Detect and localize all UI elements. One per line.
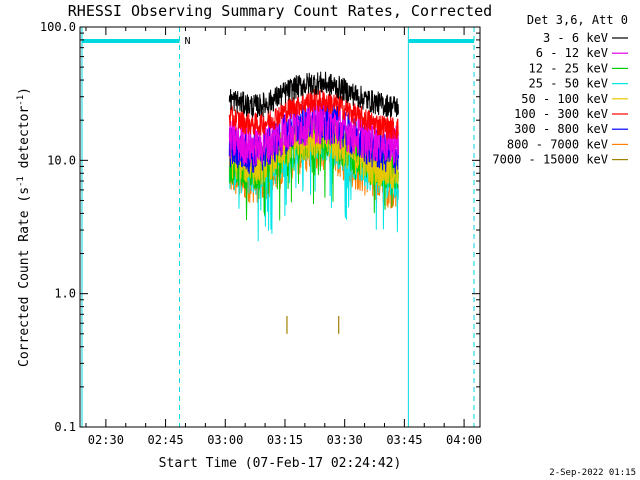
y-axis: 0.1 1.0 10.0 100.0 <box>40 20 480 434</box>
y-axis-label-sup2: -1 <box>16 95 26 106</box>
legend-label: 25 - 50 keV <box>529 77 608 91</box>
legend-label: 7000 - 15000 keV <box>492 153 608 167</box>
series-line <box>228 102 399 166</box>
plot-frame <box>79 26 481 428</box>
markers-layer: N <box>81 27 475 427</box>
x-tick-label: 04:00 <box>446 433 482 447</box>
legend-label: 50 - 100 keV <box>521 92 608 106</box>
x-tick-label: 02:30 <box>88 433 124 447</box>
x-tick-label: 02:45 <box>148 433 184 447</box>
y-axis-label-part1: Corrected Count Rate (s <box>17 187 32 367</box>
footer-date: 2-Sep-2022 01:15 <box>549 468 636 478</box>
saa-label: N <box>185 36 191 47</box>
legend-label: 6 - 12 keV <box>536 46 608 60</box>
x-tick-label: 03:00 <box>207 433 243 447</box>
y-tick-label: 0.1 <box>54 420 76 434</box>
saa-bar <box>81 39 180 43</box>
x-tick-label: 03:15 <box>267 433 303 447</box>
chart-title: RHESSI Observing Summary Count Rates, Co… <box>68 2 492 20</box>
series-line <box>228 71 399 118</box>
y-axis-label-part2: detector <box>17 106 32 177</box>
x-tick-label: 03:30 <box>327 433 363 447</box>
y-axis-label: Corrected Count Rate (s-1 detector-1) <box>16 87 32 367</box>
series-line <box>228 116 399 189</box>
x-tick-label: 03:45 <box>386 433 422 447</box>
legend-label: 300 - 800 keV <box>514 122 608 136</box>
saa-bar <box>408 39 475 43</box>
x-axis: 02:30 02:45 03:00 03:15 03:30 03:45 04:00 <box>85 27 482 447</box>
x-axis-label: Start Time (07-Feb-17 02:24:42) <box>159 456 402 471</box>
legend-label: 100 - 300 keV <box>514 107 608 121</box>
legend-label: 800 - 7000 keV <box>507 137 608 151</box>
y-axis-label-part3: ) <box>17 87 32 95</box>
y-tick-label: 1.0 <box>54 287 76 301</box>
legend-header: Det 3,6, Att 0 <box>527 13 628 27</box>
series-line <box>228 89 399 141</box>
y-axis-label-sup1: -1 <box>16 176 26 187</box>
y-tick-label: 100.0 <box>40 20 76 34</box>
legend-label: 3 - 6 keV <box>543 31 608 45</box>
legend-label: 12 - 25 keV <box>529 61 608 75</box>
series-layer <box>228 71 399 334</box>
y-tick-label: 10.0 <box>47 153 76 167</box>
